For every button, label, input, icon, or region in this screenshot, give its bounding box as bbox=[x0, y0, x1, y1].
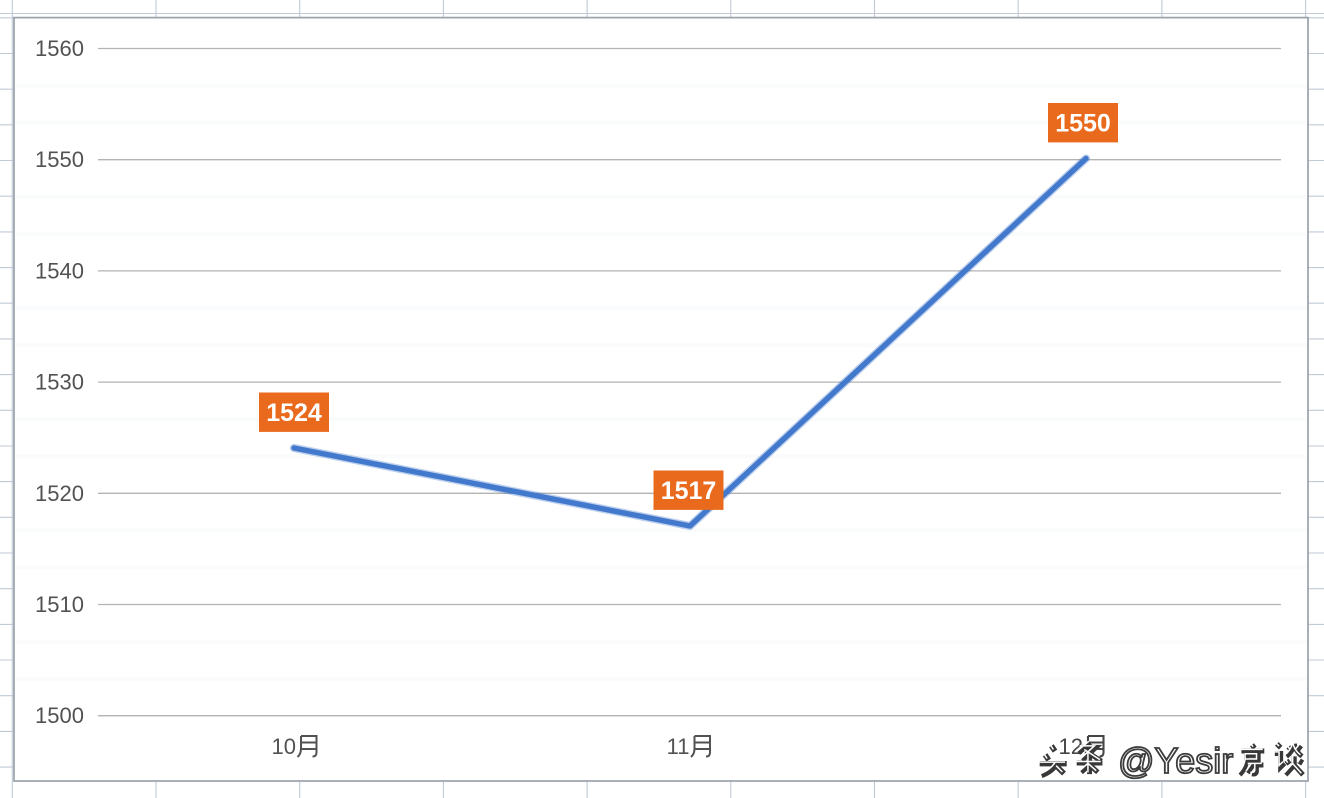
svg-text:1530: 1530 bbox=[35, 370, 84, 395]
svg-text:1560: 1560 bbox=[35, 36, 84, 61]
svg-text:1517: 1517 bbox=[661, 477, 717, 505]
svg-text:1510: 1510 bbox=[35, 592, 84, 617]
svg-text:1550: 1550 bbox=[35, 147, 84, 172]
svg-text:1520: 1520 bbox=[35, 481, 84, 506]
svg-text:1524: 1524 bbox=[266, 399, 322, 427]
svg-text:1540: 1540 bbox=[35, 258, 84, 283]
svg-text:12: 12 bbox=[1059, 734, 1083, 759]
svg-text:10: 10 bbox=[272, 734, 296, 759]
svg-text:1550: 1550 bbox=[1055, 110, 1111, 138]
svg-text:11: 11 bbox=[667, 734, 690, 759]
svg-text:@Yesir: @Yesir bbox=[1118, 740, 1233, 781]
svg-text:1500: 1500 bbox=[35, 703, 84, 728]
